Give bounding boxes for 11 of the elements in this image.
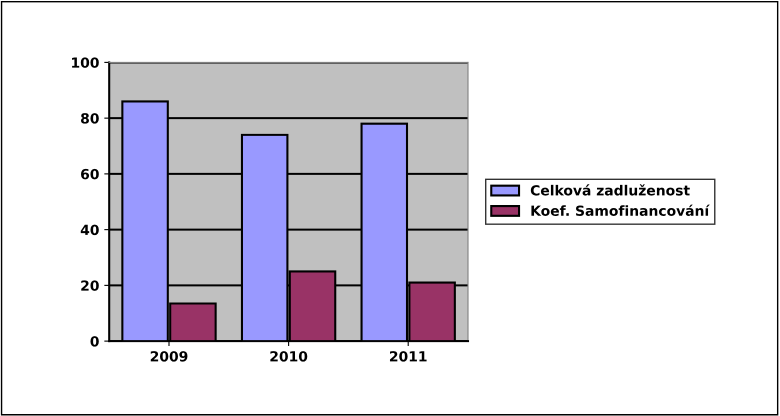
y-tick-label: 100 [72, 57, 99, 68]
legend-label: Celková zadluženost [530, 184, 690, 196]
x-tick-label: 2011 [390, 351, 427, 362]
x-tick-label: 2010 [270, 351, 308, 362]
legend-label: Koef. Samofinancování [531, 204, 710, 216]
y-tick-label: 40 [80, 224, 99, 236]
y-tick-label: 80 [81, 113, 99, 124]
y-tick-label: 0 [90, 336, 99, 347]
y-tick-label: 60 [81, 168, 99, 180]
x-tick-label: 2009 [150, 351, 188, 362]
y-tick-label: 20 [81, 280, 99, 291]
